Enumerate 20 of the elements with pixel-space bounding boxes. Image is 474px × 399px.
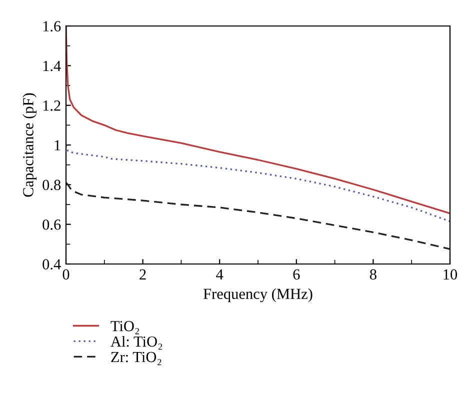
- x-axis-title: Frequency (MHz): [204, 288, 312, 302]
- x-tick-label: 8: [370, 269, 376, 280]
- x-tick-label: 0: [62, 269, 70, 280]
- legend-label: TiO₂: [110, 320, 139, 334]
- y-tick-label: 0.4: [42, 259, 61, 270]
- y-tick-label: 1.4: [43, 60, 61, 72]
- line-series: [66, 144, 450, 222]
- y-tick-label: 1: [54, 140, 60, 150]
- x-tick-label: 4: [216, 269, 224, 280]
- x-tick-label: 10: [444, 269, 458, 280]
- y-axis-title: Capacitance (pF): [22, 93, 36, 197]
- x-tick-label: 6: [293, 269, 300, 280]
- legend-label: Zr: TiO₂: [111, 352, 162, 366]
- y-tick-label: 1.6: [43, 21, 61, 32]
- y-tick-label: 1.2: [43, 100, 60, 111]
- y-tick-label: 0.8: [42, 180, 61, 190]
- y-tick-label: 0.6: [42, 219, 61, 230]
- x-tick-label: 2: [140, 269, 146, 280]
- legend-label: Al: TiO₂: [110, 336, 162, 350]
- line-series: [66, 182, 450, 250]
